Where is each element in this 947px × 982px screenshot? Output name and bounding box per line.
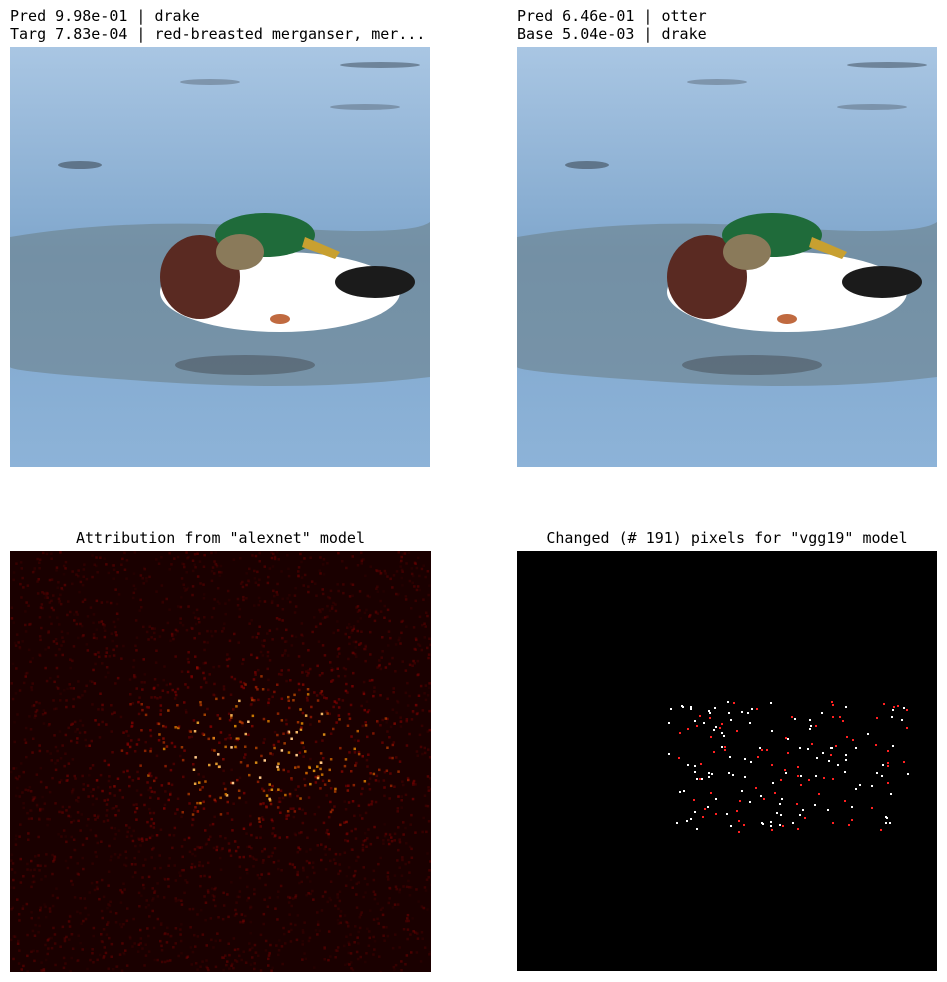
attribution-heatmap [10,551,431,972]
top-left-title-line1: Pred 9.98e-01 | drake [10,7,200,25]
changed-pixels-svg [517,551,937,971]
duck-image-svg [10,47,430,467]
top-left-title-line2: Targ 7.83e-04 | red-breasted merganser, … [10,25,426,43]
adversarial-duck-image [517,47,937,467]
changed-pixel-dots [668,701,909,833]
attribution-title: Attribution from "alexnet" model [76,529,365,547]
top-right-title-line2: Base 5.04e-03 | drake [517,25,707,43]
changed-pixels-map [517,551,937,971]
attribution-heatmap-svg [10,551,431,972]
original-duck-image [10,47,430,467]
attribution-speckles [10,551,431,972]
adversarial-image-svg [517,47,937,467]
top-right-title-line1: Pred 6.46e-01 | otter [517,7,707,25]
changed-pixels-title: Changed (# 191) pixels for "vgg19" model [546,529,908,547]
